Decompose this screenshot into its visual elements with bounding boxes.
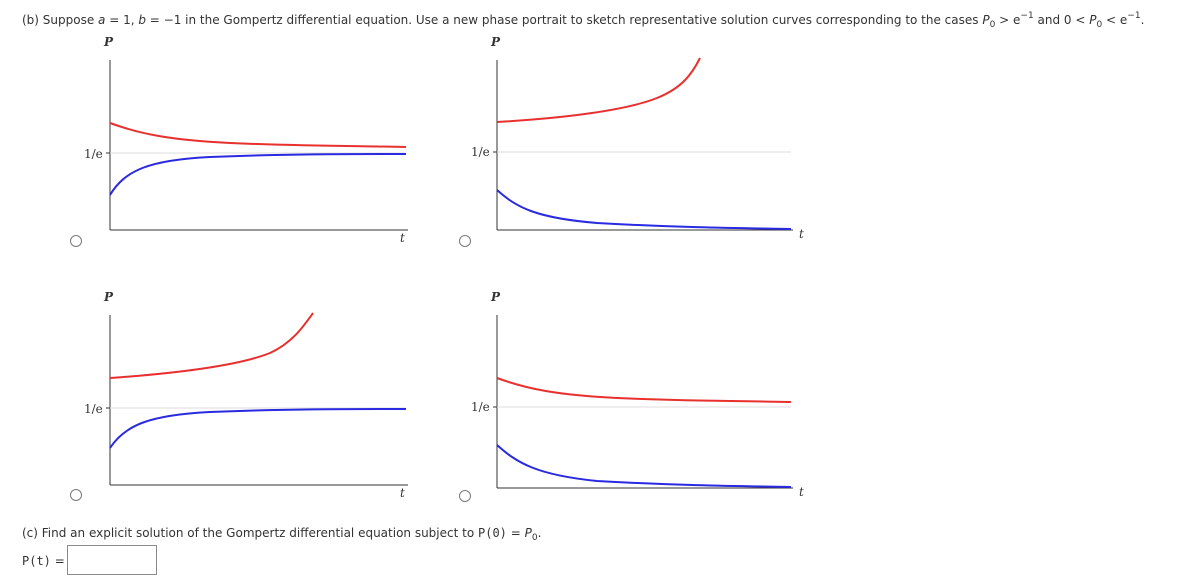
upper-curve <box>109 312 314 379</box>
answer-input[interactable] <box>67 545 157 575</box>
x-axis-label: t <box>799 485 804 499</box>
option-2-radio[interactable] <box>459 235 471 247</box>
part-c-question: (c) Find an explicit solution of the Gom… <box>22 526 542 543</box>
equilibrium-label: 1/e <box>84 147 103 161</box>
lower-curve <box>109 153 407 196</box>
equilibrium-label: 1/e <box>471 145 490 159</box>
upper-curve <box>496 57 701 123</box>
y-axis-label: P <box>490 35 501 49</box>
part-b-question: (b) Suppose a = 1, b = −1 in the Gompert… <box>22 11 1145 30</box>
y-axis-label: P <box>490 290 501 304</box>
option-4-graph: P t 1/e <box>467 285 847 535</box>
option-3-graph: P t 1/e <box>80 285 460 535</box>
lower-curve <box>109 408 407 449</box>
upper-curve <box>496 377 792 403</box>
y-axis-label: P <box>103 290 114 304</box>
option-1-radio[interactable] <box>70 235 82 247</box>
x-axis-label: t <box>400 231 405 245</box>
equilibrium-label: 1/e <box>471 400 490 414</box>
x-axis-label: t <box>799 227 804 241</box>
option-1-graph: P t 1/e <box>80 30 460 280</box>
upper-curve <box>109 122 407 148</box>
lower-curve <box>496 189 792 230</box>
option-3-radio[interactable] <box>70 489 82 501</box>
option-2-graph: P t 1/e <box>467 30 847 280</box>
answer-label: P(t) = <box>22 554 65 568</box>
option-4-radio[interactable] <box>459 490 471 502</box>
y-axis-label: P <box>103 35 114 49</box>
x-axis-label: t <box>400 486 405 500</box>
equilibrium-label: 1/e <box>84 402 103 416</box>
lower-curve <box>496 444 792 488</box>
